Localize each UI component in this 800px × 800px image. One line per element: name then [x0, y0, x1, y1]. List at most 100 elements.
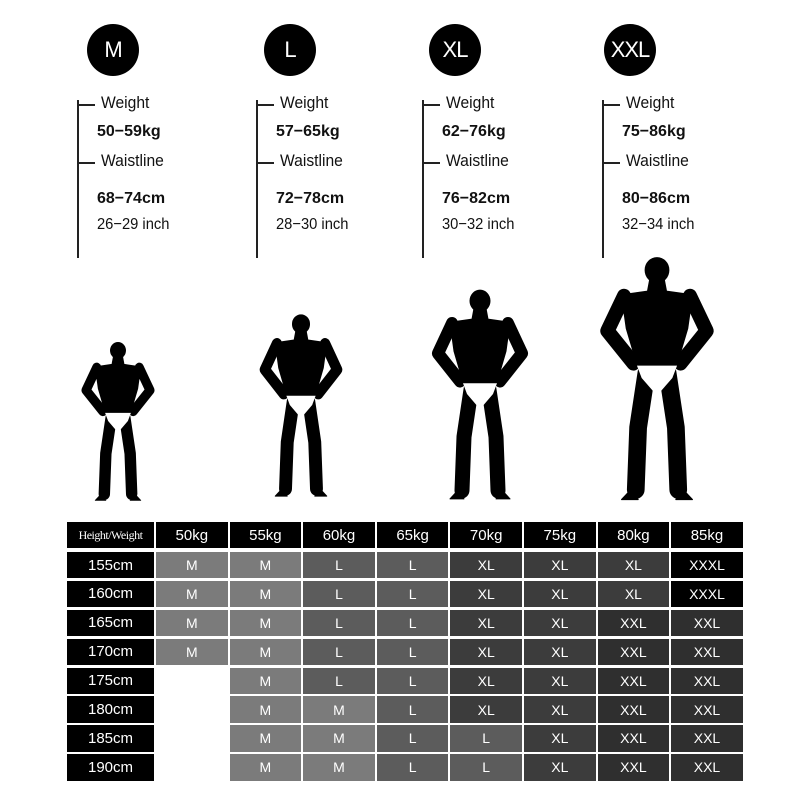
row-header-height: 190cm	[67, 754, 154, 781]
size-cell: XXXL	[671, 551, 743, 579]
bracket-tick	[77, 162, 95, 164]
size-cell: M	[229, 580, 302, 608]
size-cell: XL	[524, 754, 596, 781]
bracket-tick	[602, 162, 620, 164]
size-cell: M	[229, 638, 302, 665]
size-cell: XL	[450, 580, 522, 608]
body-silhouette-icon	[81, 342, 155, 501]
size-cell: XXL	[671, 725, 743, 752]
size-cell: XXL	[671, 667, 743, 694]
size-cell: L	[303, 551, 375, 579]
size-cell: M	[156, 638, 228, 665]
row-header-height: 155cm	[67, 551, 154, 579]
size-cell: XXL	[597, 609, 670, 637]
size-cell: XXL	[671, 754, 743, 781]
size-cell: XL	[450, 638, 522, 665]
bracket-tick	[256, 104, 274, 106]
waist-cm-range: 80−86cm	[622, 190, 691, 207]
size-badge: M	[87, 24, 139, 76]
column-header-weight: 65kg	[376, 522, 449, 549]
size-cell: M	[229, 609, 302, 637]
size-cell: L	[376, 551, 449, 579]
size-cell: M	[303, 696, 375, 723]
column-header-weight: 50kg	[156, 522, 228, 549]
size-cell: M	[156, 609, 228, 637]
row-header-height: 175cm	[67, 667, 154, 694]
size-cell: XL	[524, 725, 596, 752]
body-silhouette-icon	[432, 289, 528, 500]
row-header-height: 170cm	[67, 638, 154, 665]
bracket-line	[602, 100, 604, 258]
size-cell: L	[376, 609, 449, 637]
size-cell: XL	[524, 667, 596, 694]
size-cell: L	[376, 580, 449, 608]
row-header-height: 165cm	[67, 609, 154, 637]
weight-range: 57−65kg	[276, 123, 340, 140]
size-cell: M	[229, 696, 302, 723]
size-cell: XL	[597, 580, 670, 608]
row-header-height: 185cm	[67, 725, 154, 752]
size-cell: M	[156, 551, 228, 579]
size-cell: L	[303, 638, 375, 665]
weight-label: Weight	[101, 93, 150, 112]
size-cell: XXL	[671, 638, 743, 665]
size-cell: XL	[450, 609, 522, 637]
waistline-label: Waistline	[101, 151, 164, 170]
waist-inch-range: 26−29 inch	[97, 216, 170, 233]
size-cell: M	[303, 725, 375, 752]
size-cell: L	[450, 754, 522, 781]
body-silhouette-icon	[259, 314, 343, 497]
size-cell: XXXL	[671, 580, 743, 608]
weight-label: Weight	[446, 93, 495, 112]
column-header-weight: 55kg	[229, 522, 302, 549]
weight-range: 50−59kg	[97, 123, 161, 140]
size-cell: L	[376, 725, 449, 752]
waistline-label: Waistline	[280, 151, 343, 170]
size-cell: L	[376, 667, 449, 694]
bracket-line	[422, 100, 424, 258]
size-cell: L	[303, 667, 375, 694]
column-header-weight: 75kg	[524, 522, 596, 549]
size-cell: XXL	[671, 609, 743, 637]
bracket-tick	[256, 162, 274, 164]
size-cell: M	[303, 754, 375, 781]
bracket-tick	[77, 104, 95, 106]
size-cell: XL	[524, 696, 596, 723]
table-corner-header: Height/Weight	[67, 522, 154, 549]
bracket-line	[77, 100, 79, 258]
waist-cm-range: 68−74cm	[97, 190, 166, 207]
waist-cm-range: 72−78cm	[276, 190, 345, 207]
row-header-height: 180cm	[67, 696, 154, 723]
size-cell: XL	[524, 638, 596, 665]
size-cell: XL	[450, 696, 522, 723]
size-cell: M	[229, 551, 302, 579]
size-cell: M	[229, 754, 302, 781]
row-header-height: 160cm	[67, 580, 154, 608]
weight-range: 62−76kg	[442, 123, 506, 140]
size-cell: L	[303, 609, 375, 637]
size-cell: XL	[524, 551, 596, 579]
column-header-weight: 80kg	[597, 522, 670, 549]
waist-cm-range: 76−82cm	[442, 190, 511, 207]
weight-range: 75−86kg	[622, 123, 686, 140]
size-cell: L	[303, 580, 375, 608]
size-cell: M	[229, 667, 302, 694]
size-cell: L	[450, 725, 522, 752]
size-cell: M	[156, 580, 228, 608]
size-cell: XXL	[671, 696, 743, 723]
size-cell: L	[376, 754, 449, 781]
size-cell: XXL	[597, 667, 670, 694]
size-cell: L	[376, 638, 449, 665]
bracket-tick	[422, 104, 440, 106]
size-cell: XXL	[597, 638, 670, 665]
size-cell: M	[229, 725, 302, 752]
waistline-label: Waistline	[446, 151, 509, 170]
size-cell: XXL	[597, 696, 670, 723]
size-cell: XL	[450, 667, 522, 694]
size-block-xxl	[0, 0, 180, 270]
size-badge: XL	[429, 24, 481, 76]
column-header-weight: 85kg	[671, 522, 743, 549]
column-header-weight: 60kg	[303, 522, 375, 549]
size-cell: XL	[524, 580, 596, 608]
